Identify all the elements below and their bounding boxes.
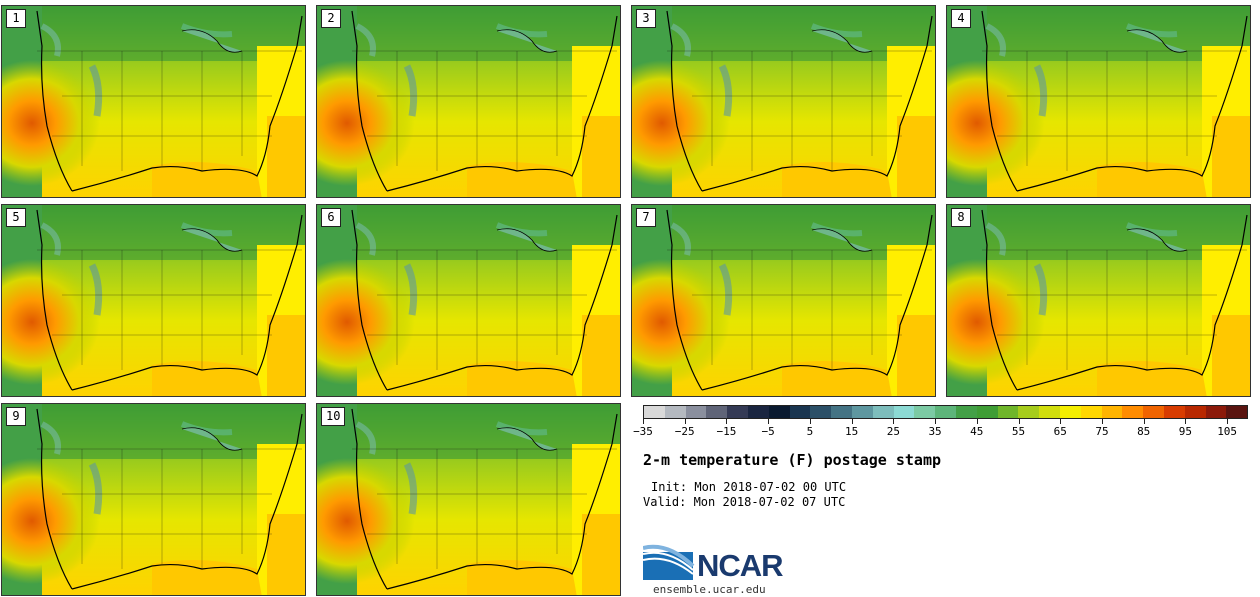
colorbar-tick-label: 5 <box>806 425 814 438</box>
member-number-label: 1 <box>6 9 26 28</box>
colorbar-tick <box>1018 419 1020 424</box>
ncar-logo-icon <box>643 544 695 580</box>
postage-stamp-panel: 7 <box>631 204 936 397</box>
member-number-label: 7 <box>636 208 656 227</box>
ncar-logo-text: NCAR <box>697 548 784 583</box>
colorbar-segment <box>685 406 707 418</box>
postage-stamp-panel: 6 <box>316 204 621 397</box>
valid-time: Valid: Mon 2018-07-02 07 UTC <box>643 495 846 509</box>
colorbar-tick-label: 15 <box>844 425 859 438</box>
colorbar-segment <box>1205 406 1227 418</box>
colorbar-tick-label: −25 <box>674 425 695 438</box>
colorbar-tick <box>1143 419 1145 424</box>
postage-stamp-panel: 3 <box>631 5 936 198</box>
member-number-label: 6 <box>321 208 341 227</box>
colorbar-segment <box>1018 406 1040 418</box>
member-number-label: 2 <box>321 9 341 28</box>
colorbar-tick <box>1101 419 1103 424</box>
member-number-label: 8 <box>951 208 971 227</box>
conus-map <box>317 205 620 396</box>
colorbar-tick-label: 25 <box>886 425 900 438</box>
colorbar-segment <box>955 406 977 418</box>
postage-stamp-panel: 2 <box>316 5 621 198</box>
colorbar-segment <box>1059 406 1081 418</box>
colorbar-tick-label: 75 <box>1095 425 1109 438</box>
colorbar-tick-label: 95 <box>1178 425 1193 438</box>
colorbar-tick <box>643 419 644 424</box>
postage-stamp-panel: 8 <box>946 204 1251 397</box>
colorbar-segment <box>893 406 915 418</box>
conus-map <box>947 6 1250 197</box>
member-number-label: 5 <box>6 208 26 227</box>
colorbar-tick <box>1227 419 1229 424</box>
colorbar-tick <box>1060 419 1062 424</box>
colorbar-segment <box>810 406 832 418</box>
postage-stamp-panel: 10 <box>316 403 621 596</box>
colorbar-segment <box>1143 406 1164 418</box>
conus-map <box>632 6 935 197</box>
colorbar-segment <box>727 406 748 418</box>
colorbar-segment <box>664 406 686 418</box>
colorbar-segment <box>1163 406 1185 418</box>
colorbar-segment <box>831 406 852 418</box>
colorbar-tick <box>684 419 686 424</box>
colorbar-tick-label: 65 <box>1053 425 1067 438</box>
postage-stamp-panel: 5 <box>1 204 306 397</box>
member-number-label: 10 <box>321 407 346 426</box>
colorbar-tick <box>893 419 895 424</box>
conus-map <box>2 404 305 595</box>
colorbar-segment <box>1122 406 1144 418</box>
member-number-label: 4 <box>951 9 971 28</box>
member-number-label: 9 <box>6 407 26 426</box>
temperature-colorbar <box>643 405 1248 419</box>
colorbar-segment <box>976 406 998 418</box>
colorbar-segment <box>1184 406 1206 418</box>
colorbar-segment <box>768 406 790 418</box>
colorbar-segment <box>914 406 936 418</box>
colorbar-segment <box>1080 406 1102 418</box>
colorbar-segment <box>1039 406 1060 418</box>
colorbar-tick-label: 115 <box>1259 425 1260 438</box>
colorbar-segment <box>1226 406 1248 418</box>
init-time: Init: Mon 2018-07-02 00 UTC <box>651 480 847 494</box>
postage-stamp-panel: 9 <box>1 403 306 596</box>
colorbar-tick <box>935 419 937 424</box>
colorbar-tick-label: −35 <box>633 425 653 438</box>
footer-url: ensemble.ucar.edu <box>653 583 766 596</box>
colorbar-tick-label: −15 <box>716 425 737 438</box>
colorbar-tick-label: 105 <box>1217 425 1238 438</box>
colorbar-tick <box>809 419 811 424</box>
colorbar-segment <box>789 406 811 418</box>
conus-map <box>2 6 305 197</box>
conus-map <box>947 205 1250 396</box>
colorbar-ticks: −35 −25 −15 −5 5 15 25 35 45 55 65 75 85 95 105 115 <box>633 419 1260 439</box>
colorbar-segment <box>872 406 894 418</box>
colorbar-segment <box>997 406 1019 418</box>
colorbar-tick <box>1185 419 1187 424</box>
conus-map <box>317 404 620 595</box>
colorbar-segment <box>747 406 769 418</box>
colorbar-tick-label: 45 <box>970 425 984 438</box>
postage-stamp-panel: 4 <box>946 5 1251 198</box>
colorbar-segment <box>644 406 665 418</box>
plot-title: 2-m temperature (F) postage stamp <box>643 451 942 469</box>
colorbar-tick-label: 55 <box>1011 425 1026 438</box>
conus-map <box>317 6 620 197</box>
colorbar-tick-label: 85 <box>1137 425 1151 438</box>
colorbar-tick-label: 35 <box>928 425 942 438</box>
colorbar-tick-label: −5 <box>761 425 775 438</box>
colorbar-segment <box>851 406 873 418</box>
colorbar-segment <box>935 406 956 418</box>
colorbar-tick <box>768 419 770 424</box>
colorbar-tick <box>726 419 728 424</box>
colorbar-tick <box>976 419 978 424</box>
member-number-label: 3 <box>636 9 656 28</box>
colorbar-segment <box>1101 406 1123 418</box>
conus-map <box>632 205 935 396</box>
colorbar-segment <box>706 406 728 418</box>
conus-map <box>2 205 305 396</box>
postage-stamp-panel: 1 <box>1 5 306 198</box>
colorbar-tick <box>851 419 853 424</box>
